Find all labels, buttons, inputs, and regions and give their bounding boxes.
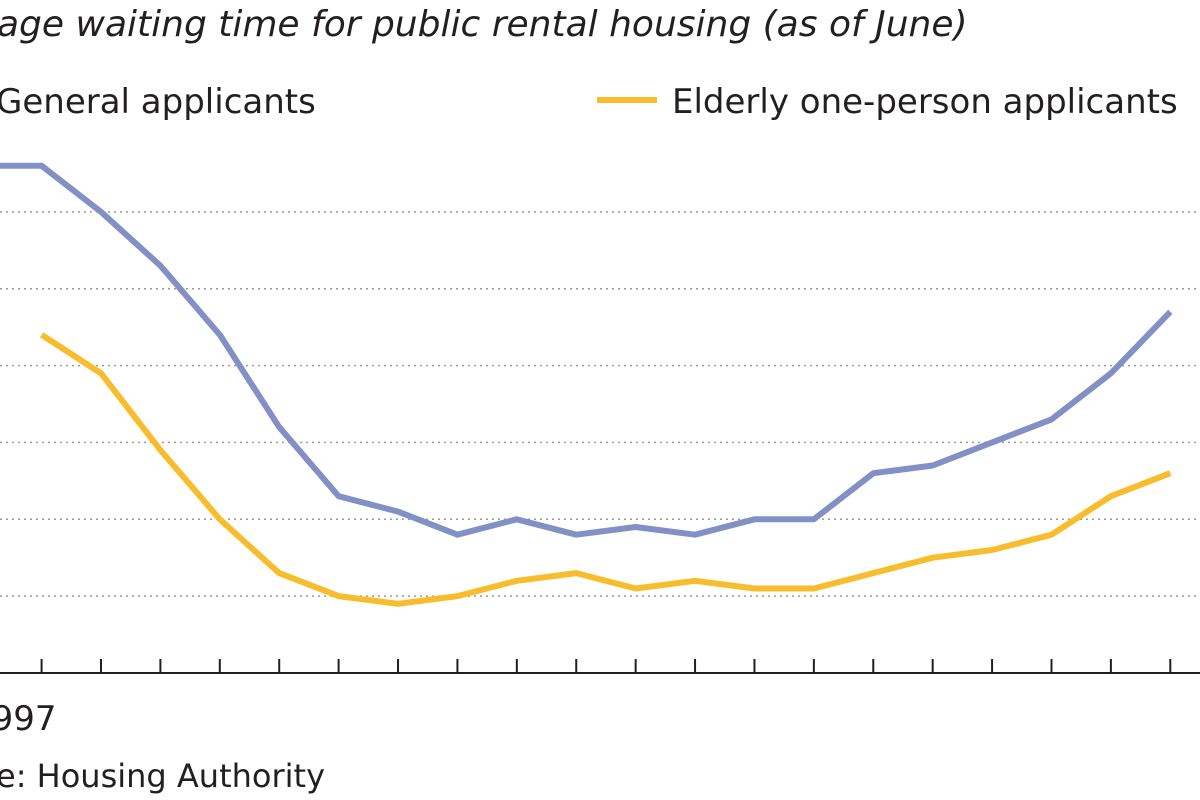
legend-label-elderly: Elderly one-person applicants <box>672 82 1178 122</box>
x-tick-label-1997: 997 <box>0 699 56 739</box>
source-note: e: Housing Authority <box>0 757 325 795</box>
gridlines <box>0 211 1200 597</box>
legend: General applicants Elderly one-person ap… <box>0 82 1178 122</box>
x-axis-ticks <box>40 659 1172 673</box>
series-line-general <box>0 162 1173 538</box>
series-line-elderly <box>39 332 1172 607</box>
chart-title: age waiting time for public rental housi… <box>0 4 968 45</box>
series-layer <box>0 162 1173 607</box>
legend-label-general: General applicants <box>0 82 316 122</box>
